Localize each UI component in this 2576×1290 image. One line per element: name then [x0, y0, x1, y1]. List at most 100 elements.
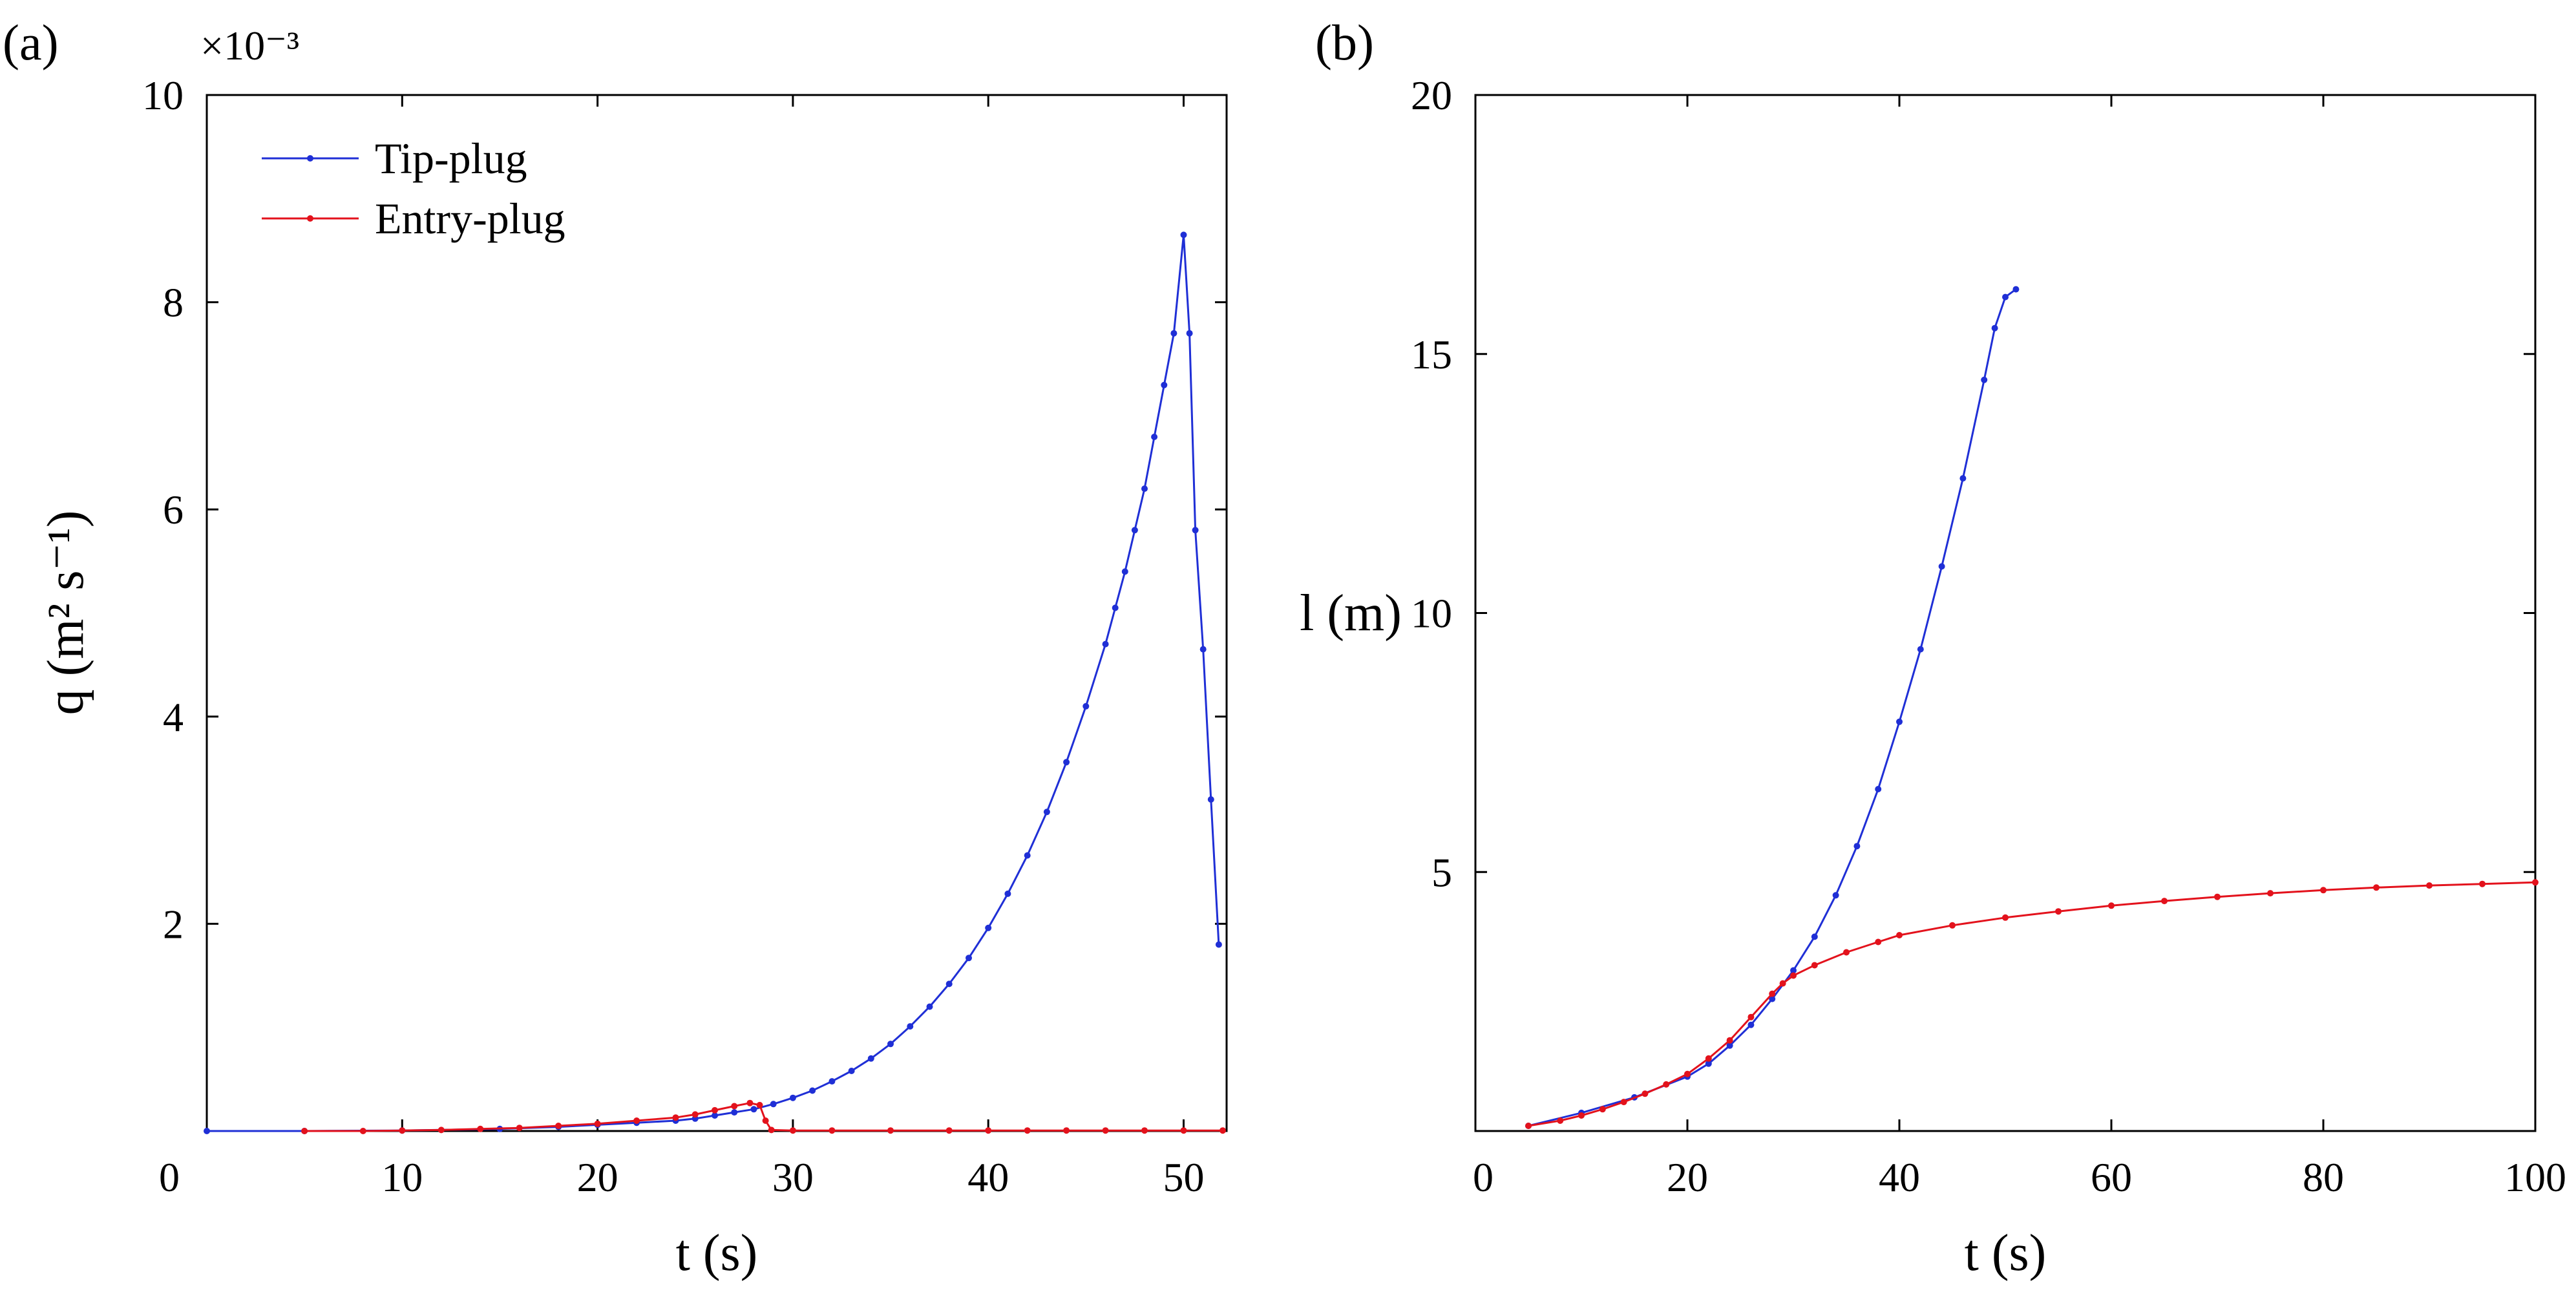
panel-b-axes-frame	[1474, 94, 2537, 1132]
panel-b-data-point-entry-plug	[2479, 880, 2486, 887]
panel-b-data-point-entry-plug	[1663, 1081, 1670, 1088]
panel-b-data-point-tip-plug	[1832, 892, 1839, 899]
panel-a-data-point-entry-plug	[768, 1126, 775, 1134]
panel-a-data-point-tip-plug	[985, 924, 992, 931]
panel-a-data-point-entry-plug	[1102, 1127, 1109, 1134]
panel-a-data-point-tip-plug	[712, 1112, 718, 1119]
legend-label-tip-plug: Tip-plug	[375, 134, 527, 183]
panel-a-data-point-entry-plug	[477, 1125, 484, 1132]
panel-a-data-point-entry-plug	[692, 1111, 699, 1118]
panel-b-data-point-entry-plug	[1949, 922, 1956, 929]
panel-b-data-point-tip-plug	[1917, 646, 1924, 653]
panel-a-data-point-tip-plug	[789, 1094, 796, 1101]
panel-a-data-point-tip-plug	[907, 1023, 914, 1030]
panel-a-data-point-entry-plug	[746, 1099, 754, 1106]
panel-a-data-point-tip-plug	[848, 1068, 855, 1074]
legend-marker-entry-plug	[307, 215, 313, 222]
panel-b-data-point-entry-plug	[2108, 902, 2115, 909]
panel-b-data-point-entry-plug	[1599, 1106, 1606, 1113]
panel-b-x-tick-label: 100	[2504, 1154, 2566, 1200]
panel-a-data-point-tip-plug	[966, 955, 972, 962]
panel-a-data-point-tip-plug	[1082, 703, 1090, 710]
panel-a-data-point-tip-plug	[1199, 646, 1207, 653]
panel-a-axes-frame	[206, 94, 1228, 1132]
panel-a-data-point-tip-plug	[1004, 890, 1011, 897]
panel-b-data-point-tip-plug	[1896, 718, 1903, 725]
panel-a-data-point-entry-plug	[594, 1120, 601, 1127]
panel-b-x-tick-label: 40	[1879, 1154, 1920, 1200]
panel-b-data-point-tip-plug	[1959, 475, 1967, 482]
panel-b-data-point-entry-plug	[1747, 1013, 1755, 1020]
panel-a-data-point-entry-plug	[887, 1127, 894, 1134]
panel-a-x-tick-label: 10	[381, 1154, 423, 1200]
panel-b-data-point-entry-plug	[2267, 890, 2274, 897]
panel-a-data-point-tip-plug	[1141, 485, 1148, 492]
panel-b-data-point-entry-plug	[1642, 1090, 1649, 1097]
panel-a-x-tick-label: 20	[577, 1154, 618, 1200]
legend: Tip-plug Entry-plug	[262, 134, 565, 243]
panel-a-data-point-entry-plug	[985, 1127, 992, 1134]
panel-a-data-point-tip-plug	[809, 1087, 816, 1094]
panel-b-series-line-entry-plug	[1528, 881, 2536, 1127]
panel-b-data-point-entry-plug	[2373, 884, 2380, 891]
panel-a-y-tick-label: 4	[163, 694, 184, 740]
panel-a-data-point-tip-plug	[1102, 640, 1109, 648]
panel-a-data-point-tip-plug	[1024, 852, 1031, 859]
panel-a-y-tick-label: 8	[163, 280, 184, 326]
panel-a-data-point-entry-plug	[438, 1126, 445, 1134]
panel-b-data-point-entry-plug	[1620, 1099, 1627, 1106]
panel-b-data-point-entry-plug	[1790, 972, 1797, 979]
panel-a-data-point-entry-plug	[672, 1114, 679, 1121]
panel-b-data-point-entry-plug	[2161, 898, 2168, 905]
panel-a-data-point-tip-plug	[750, 1106, 757, 1113]
panel-b-x-tick-label: 60	[2091, 1154, 2132, 1200]
legend-marker-tip-plug	[307, 155, 313, 162]
panel-a-data-point-tip-plug	[1151, 434, 1158, 440]
panel-a-data-point-tip-plug	[945, 980, 953, 988]
panel-b-data-point-entry-plug	[1875, 938, 1882, 946]
panel-b-data-point-entry-plug	[1684, 1070, 1691, 1077]
panel-b-data-point-tip-plug	[1981, 376, 1988, 383]
panel-b-data-point-entry-plug	[1525, 1123, 1532, 1129]
panel-b-data-point-tip-plug	[1991, 324, 1998, 332]
panel-a-data-point-entry-plug	[633, 1117, 640, 1124]
panel-a-data-point-tip-plug	[867, 1055, 874, 1062]
legend-label-entry-plug: Entry-plug	[375, 194, 565, 243]
panel-a-data-point-tip-plug	[1161, 381, 1168, 388]
panel-b-y-tick-label: 15	[1411, 332, 1452, 377]
panel-b-data-point-entry-plug	[1811, 962, 1818, 969]
panel-a-data-point-tip-plug	[731, 1109, 738, 1116]
panel-b-data-point-entry-plug	[1557, 1117, 1564, 1124]
panel-b-label: (b)	[1315, 14, 1374, 70]
panel-a-data-point-tip-plug	[1186, 330, 1193, 337]
panel-a-x-tick-label: 30	[772, 1154, 814, 1200]
panel-b-data-point-tip-plug	[1705, 1060, 1712, 1067]
panel-a-data-point-entry-plug	[789, 1127, 796, 1134]
panel-b-y-tick-label: 20	[1411, 72, 1452, 118]
panel-a-data-point-entry-plug	[712, 1106, 718, 1114]
panel-a-data-point-tip-plug	[887, 1041, 894, 1048]
panel-a-series-line-tip-plug	[207, 233, 1220, 1132]
panel-a-data-point-tip-plug	[1131, 527, 1138, 534]
panel-a-label: (a)	[3, 14, 59, 70]
panel-a-data-point-entry-plug	[762, 1117, 769, 1124]
panel-b: (b) 20 40 60 80 100 5 10 15 20 0 t (s) l (m)	[1300, 14, 2566, 1282]
panel-a-data-point-entry-plug	[1219, 1127, 1226, 1134]
panel-b-data-point-entry-plug	[1896, 932, 1903, 938]
panel-b-data-point-tip-plug	[1790, 967, 1797, 974]
panel-a-data-point-entry-plug	[1063, 1127, 1070, 1134]
panel-b-data-point-entry-plug	[2055, 908, 2062, 915]
panel-a: (a) ×10⁻³ 10 20 30 40 50 2 4 6 8 10 0 t (s) q (m²…	[3, 14, 1228, 1282]
panel-a-data-point-entry-plug	[1024, 1127, 1031, 1134]
panel-a-data-point-tip-plug	[1180, 231, 1187, 238]
panel-a-ticks: 10 20 30 40 50 2 4 6 8 10	[142, 72, 1227, 1200]
panel-b-data-point-entry-plug	[2002, 914, 2009, 921]
panel-b-data-point-entry-plug	[1769, 990, 1776, 997]
panel-a-y-tick-label: 6	[163, 487, 184, 533]
panel-a-series-line-entry-plug	[304, 1102, 1223, 1132]
panel-a-y-tick-label: 10	[142, 72, 184, 118]
panel-b-data-point-entry-plug	[2532, 879, 2539, 886]
panel-b-data-point-entry-plug	[2426, 882, 2433, 889]
panel-a-y-tick-label: 2	[163, 901, 184, 947]
